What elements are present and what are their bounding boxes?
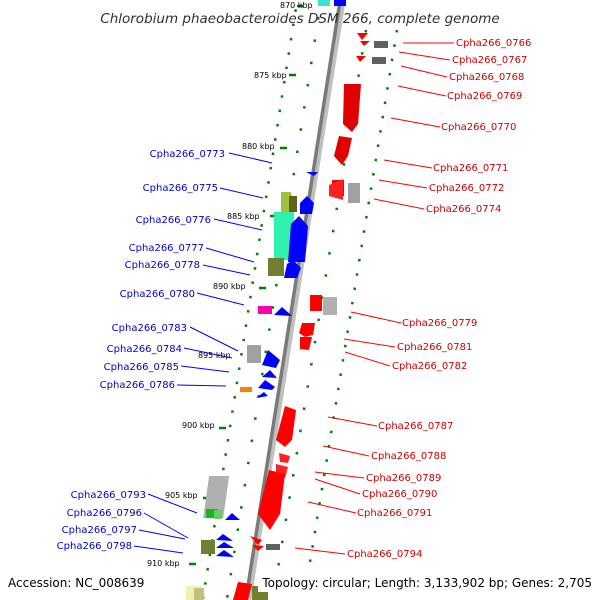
gene-label: Cpha266_0767: [452, 55, 527, 66]
diagram-title: Chlorobium phaeobacteroides DSM 266, com…: [100, 11, 499, 27]
gene-label: Cpha266_0769: [447, 91, 522, 102]
gene-label: Cpha266_0777: [129, 243, 204, 254]
right-gene-labels: Cpha266_0766 Cpha266_0767 Cpha266_0768 C…: [347, 38, 531, 560]
gene-label: Cpha266_0771: [433, 163, 508, 174]
gene-label: Cpha266_0793: [71, 490, 146, 501]
summary-backdrop: [258, 572, 600, 592]
kbp-label-890: 890 kbp: [213, 282, 246, 291]
gene-label: Cpha266_0776: [136, 215, 211, 226]
kbp-label-910: 910 kbp: [147, 559, 180, 568]
genome-summary-text: Topology: circular; Length: 3,133,902 bp…: [261, 576, 592, 590]
left-leader-lines: [133, 152, 273, 554]
gene-label: Cpha266_0768: [449, 72, 524, 83]
outer-dotted-track: [201, 0, 399, 600]
gene-label: Cpha266_0785: [104, 362, 179, 373]
gene-label: Cpha266_0781: [397, 342, 472, 353]
kbp-labels: 870 kbp 875 kbp 880 kbp 885 kbp 890 kbp …: [147, 1, 313, 568]
gene-label: Cpha266_0789: [366, 473, 441, 484]
gene-label: Cpha266_0794: [347, 549, 422, 560]
kbp-label-875: 875 kbp: [254, 71, 287, 80]
plus-strand-genes: [203, 33, 388, 600]
gene-label: Cpha266_0787: [378, 421, 453, 432]
gene-label: Cpha266_0775: [143, 183, 218, 194]
gene-label: Cpha266_0780: [120, 289, 195, 300]
gene-label: Cpha266_0772: [429, 183, 504, 194]
gene-label: Cpha266_0778: [125, 260, 200, 271]
minus-strand-genes: [186, 172, 318, 600]
kbp-label-900: 900 kbp: [182, 421, 215, 430]
top-genes: [318, 0, 346, 6]
gene-label: Cpha266_0783: [112, 323, 187, 334]
gene-label: Cpha266_0770: [441, 122, 516, 133]
gene-label: Cpha266_0791: [357, 508, 432, 519]
gene-label: Cpha266_0797: [62, 525, 137, 536]
accession-backdrop: [0, 572, 150, 592]
gene-label: Cpha266_0784: [107, 344, 182, 355]
gene-label: Cpha266_0798: [57, 541, 132, 552]
gene-label: Cpha266_0773: [150, 149, 225, 160]
left-gene-labels: Cpha266_0773 Cpha266_0775 Cpha266_0776 C…: [57, 149, 225, 552]
gene-label: Cpha266_0788: [371, 451, 446, 462]
accession-text: Accession: NC_008639: [8, 576, 144, 590]
gene-label: Cpha266_0779: [402, 318, 477, 329]
kbp-major-ticks: [189, 4, 303, 566]
gene-label: Cpha266_0786: [100, 380, 175, 391]
kbp-label-870: 870 kbp: [280, 1, 313, 10]
gene-label: Cpha266_0796: [67, 508, 142, 519]
gene-label: Cpha266_0766: [456, 38, 531, 49]
gene-label: Cpha266_0774: [426, 204, 501, 215]
kbp-label-880: 880 kbp: [242, 142, 275, 151]
kbp-label-905: 905 kbp: [165, 491, 198, 500]
kbp-label-885: 885 kbp: [227, 212, 260, 221]
right-leader-lines: [294, 42, 454, 555]
gene-label: Cpha266_0790: [362, 489, 437, 500]
gene-label: Cpha266_0782: [392, 361, 467, 372]
kbp-label-895: 895 kbp: [198, 351, 231, 360]
